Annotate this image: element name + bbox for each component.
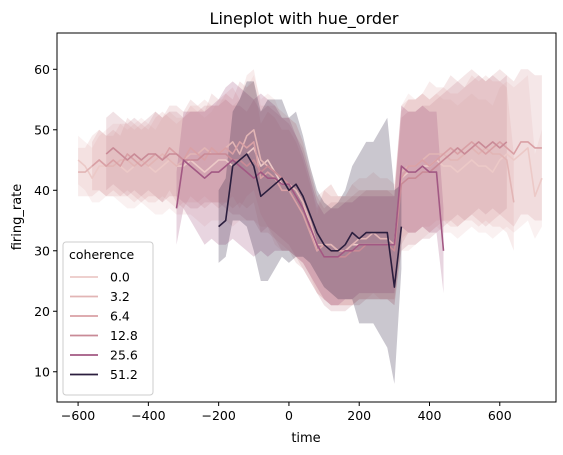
x-tick-label: −200 <box>201 408 235 423</box>
series-lines <box>77 129 543 288</box>
confidence-bands <box>78 69 542 384</box>
legend-box <box>62 241 154 396</box>
series-line-2 <box>91 141 542 252</box>
x-tick-label: 400 <box>418 408 442 423</box>
confidence-band-3 <box>106 75 507 312</box>
series-line-5 <box>218 153 403 288</box>
y-tick-label: 10 <box>34 364 50 379</box>
legend-title: coherence <box>69 247 134 262</box>
legend-label-4: 25.6 <box>110 348 138 363</box>
y-tick-label: 20 <box>34 304 50 319</box>
x-tick-label: 200 <box>347 408 371 423</box>
x-tick-label: −600 <box>61 408 95 423</box>
x-axis-ticks: −600 −400 −200 0 200 400 600 <box>61 402 512 423</box>
legend-items: 0.0 3.2 6.4 12.8 25.6 51.2 <box>70 270 138 382</box>
y-axis-label: firing_rate <box>10 184 25 251</box>
confidence-band-0 <box>78 75 542 306</box>
y-tick-label: 40 <box>34 183 50 198</box>
legend: coherence 0.0 3.2 6.4 12.8 25.6 51.2 <box>62 241 154 396</box>
x-tick-label: 600 <box>488 408 512 423</box>
y-axis-ticks: 10 20 30 40 50 60 <box>34 62 57 379</box>
x-tick-label: −400 <box>131 408 165 423</box>
x-axis-label: time <box>291 431 320 446</box>
series-line-1 <box>78 129 515 252</box>
series-line-4 <box>175 159 445 258</box>
y-tick-label: 60 <box>34 62 50 77</box>
legend-label-2: 6.4 <box>110 309 130 324</box>
confidence-band-1 <box>78 69 514 306</box>
x-tick-label: 0 <box>285 408 293 423</box>
legend-label-1: 3.2 <box>110 289 130 304</box>
y-tick-label: 30 <box>34 243 50 258</box>
chart-title: Lineplot with hue_order <box>210 9 399 29</box>
legend-label-0: 0.0 <box>110 270 130 285</box>
confidence-band-2 <box>92 69 542 306</box>
confidence-band-4 <box>176 81 444 306</box>
plot-frame <box>56 32 557 403</box>
legend-label-5: 51.2 <box>110 367 138 382</box>
y-tick-label: 50 <box>34 122 50 137</box>
legend-label-3: 12.8 <box>110 328 138 343</box>
